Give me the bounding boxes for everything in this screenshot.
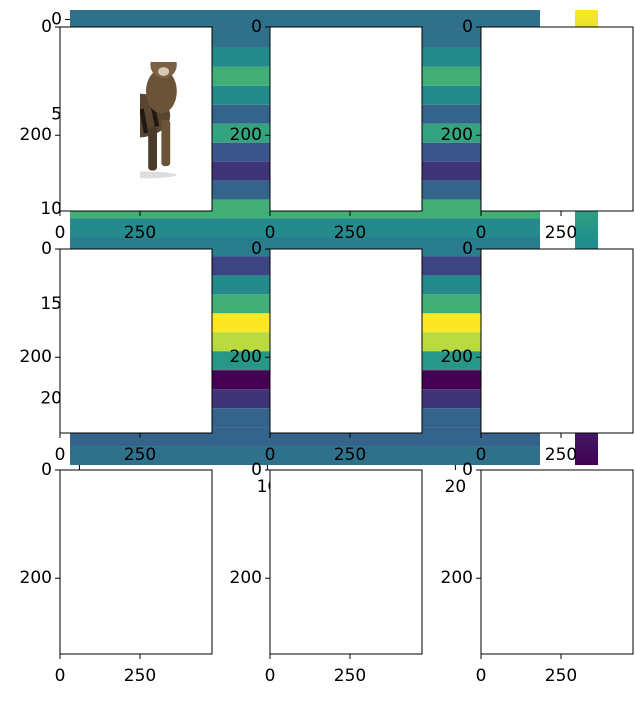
x-tick-label: 0 bbox=[55, 445, 66, 465]
image-background bbox=[60, 27, 212, 211]
x-tick-label: 250 bbox=[334, 666, 366, 686]
x-tick-label: 0 bbox=[476, 223, 487, 243]
y-tick-label: 200 bbox=[230, 125, 262, 145]
y-tick-label: 10 bbox=[40, 199, 62, 219]
image-background bbox=[60, 249, 212, 433]
y-tick-label: 0 bbox=[41, 17, 52, 37]
x-tick-label: 0 bbox=[265, 445, 276, 465]
y-tick-label: 0 bbox=[41, 239, 52, 259]
y-tick-label: 0 bbox=[251, 460, 262, 480]
x-tick-label: 0 bbox=[476, 445, 487, 465]
y-tick-label: 200 bbox=[20, 347, 52, 367]
x-tick-label: 0 bbox=[265, 223, 276, 243]
y-tick-label: 20 bbox=[40, 389, 62, 409]
y-tick-label: 0 bbox=[51, 9, 62, 29]
x-tick-label: 20 bbox=[445, 477, 467, 497]
y-tick-label: 0 bbox=[251, 17, 262, 37]
figure: 0510152001020 02000250020002500200025002… bbox=[0, 0, 635, 705]
y-tick-label: 200 bbox=[441, 347, 473, 367]
y-tick-label: 200 bbox=[441, 125, 473, 145]
x-tick-label: 0 bbox=[55, 223, 66, 243]
y-tick-label: 15 bbox=[40, 294, 62, 314]
image-background bbox=[270, 249, 422, 433]
y-tick-label: 200 bbox=[20, 125, 52, 145]
x-tick-label: 0 bbox=[265, 666, 276, 686]
x-tick-label: 250 bbox=[545, 666, 577, 686]
x-tick-label: 250 bbox=[334, 223, 366, 243]
y-tick-label: 200 bbox=[20, 568, 52, 588]
image-background bbox=[481, 27, 633, 211]
x-tick-label: 0 bbox=[476, 666, 487, 686]
x-tick-label: 0 bbox=[55, 666, 66, 686]
y-tick-label: 0 bbox=[41, 460, 52, 480]
image-background bbox=[481, 249, 633, 433]
y-tick-label: 0 bbox=[462, 460, 473, 480]
y-tick-label: 200 bbox=[230, 568, 262, 588]
x-tick-label: 250 bbox=[124, 666, 156, 686]
image-background bbox=[481, 470, 633, 654]
y-tick-label: 0 bbox=[462, 17, 473, 37]
x-tick-label: 250 bbox=[545, 223, 577, 243]
x-tick-label: 250 bbox=[334, 445, 366, 465]
x-tick-label: 250 bbox=[124, 223, 156, 243]
x-tick-label: 250 bbox=[124, 445, 156, 465]
y-tick-label: 0 bbox=[462, 239, 473, 259]
x-tick-label: 250 bbox=[545, 445, 577, 465]
y-tick-label: 200 bbox=[230, 347, 262, 367]
image-background bbox=[60, 470, 212, 654]
image-background bbox=[270, 27, 422, 211]
image-background bbox=[270, 470, 422, 654]
image-panel: 0 200 0 250 bbox=[20, 239, 212, 465]
y-tick-label: 0 bbox=[251, 239, 262, 259]
image-panel: 0 200 0 250 bbox=[20, 460, 212, 686]
y-tick-label: 200 bbox=[441, 568, 473, 588]
